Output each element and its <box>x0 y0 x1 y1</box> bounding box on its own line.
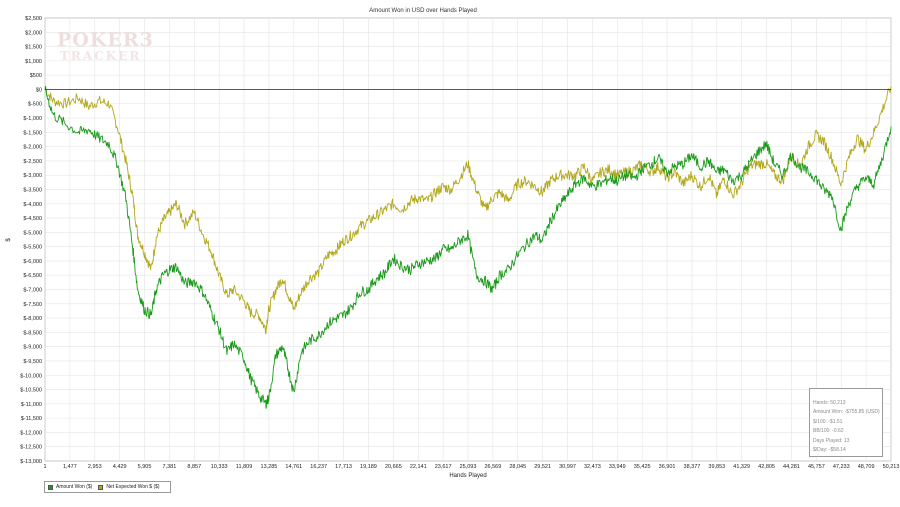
y-tick-label: $2,500 <box>25 16 42 22</box>
y-tick-label: $-7,000 <box>23 288 42 294</box>
x-tick-label: 44,281 <box>783 464 800 470</box>
y-tick-label: $-3,000 <box>23 173 42 179</box>
logo-text-tracker: TRACKER <box>60 49 142 63</box>
x-axis-label: Hands Played <box>449 473 486 479</box>
x-tick-label: 25,093 <box>460 464 477 470</box>
x-tick-label: 45,757 <box>808 464 825 470</box>
logo-mark: 3 <box>139 29 154 51</box>
x-tick-label: 35,425 <box>634 464 651 470</box>
x-tick-label: 10,333 <box>211 464 228 470</box>
x-tick-label: 13,285 <box>261 464 278 470</box>
x-tick-label: 23,617 <box>435 464 452 470</box>
x-tick-label: 4,429 <box>113 464 127 470</box>
y-tick-label: $-6,500 <box>23 273 42 279</box>
y-tick-label: $-10,500 <box>20 388 42 394</box>
series-line-net-expected <box>44 86 892 335</box>
stat-amount-won: Amount Won: -$755.85 (USD) <box>813 409 880 416</box>
y-tick-label: $-5,500 <box>23 245 42 251</box>
pokertracker-logo: POKER3 TRACKER <box>57 29 157 69</box>
y-tick-label: $-2,000 <box>23 145 42 151</box>
stat-per-100: $/100: -$1.51 <box>813 418 843 425</box>
y-axis-ticks: $2,500 $2,000 $1,500 $1,000 $500 $0 $-500 $-1,0… <box>20 16 42 465</box>
y-tick-label: $1,500 <box>25 45 42 51</box>
x-tick-label: 26,569 <box>484 464 501 470</box>
y-tick-label: $-10,000 <box>20 373 42 379</box>
x-tick-label: 8,857 <box>187 464 201 470</box>
x-tick-label: 7,381 <box>163 464 177 470</box>
legend-label: Amount Won ($) <box>56 484 93 490</box>
y-tick-label: $-11,000 <box>21 402 42 408</box>
y-tick-label: $-12,500 <box>20 445 42 451</box>
legend-swatch-green <box>48 484 53 490</box>
y-tick-label: $0 <box>36 87 42 93</box>
y-tick-label: $-4,500 <box>23 216 42 222</box>
x-tick-label: 30,997 <box>559 464 576 470</box>
x-tick-label: 22,141 <box>410 464 427 470</box>
legend-item-amount-won: Amount Won ($) <box>48 484 92 490</box>
y-tick-label: $-2,500 <box>23 159 42 165</box>
legend-swatch-gold <box>98 484 104 490</box>
x-tick-label: 38,377 <box>684 464 701 470</box>
grid-vertical <box>44 18 892 461</box>
y-tick-label: $-3,500 <box>23 187 42 193</box>
legend: Amount Won ($) Net Expected Won $ ($) <box>44 481 171 493</box>
stat-per-day: $/Day: -$58.14 <box>813 447 846 454</box>
x-tick-label: 1,477 <box>63 464 77 470</box>
y-tick-label: $-1,500 <box>23 130 42 136</box>
x-tick-label: 11,809 <box>236 464 252 470</box>
y-tick-label: $-6,000 <box>23 259 42 265</box>
x-tick-label: 29,521 <box>534 464 551 470</box>
x-tick-label: 28,045 <box>509 464 526 470</box>
x-tick-label: 42,805 <box>758 464 775 470</box>
x-tick-label: 39,853 <box>708 464 725 470</box>
y-tick-label: $500 <box>30 73 42 79</box>
x-tick-label: 17,713 <box>335 464 352 470</box>
legend-label: Net Expected Won $ ($) <box>106 484 160 490</box>
y-tick-label: $-12,000 <box>20 430 42 436</box>
x-tick-label: 1 <box>43 464 46 470</box>
x-tick-label: 33,949 <box>609 464 626 470</box>
x-tick-label: 41,329 <box>733 464 750 470</box>
stat-days-played: Days Played: 13 <box>813 437 850 444</box>
x-tick-label: 50,213 <box>883 464 900 470</box>
y-tick-label: $-1,000 <box>23 116 42 122</box>
y-tick-label: $-11,500 <box>21 416 42 422</box>
series-line-amount-won <box>44 85 892 409</box>
y-tick-label: $-9,000 <box>23 345 42 351</box>
y-tick-label: $-4,000 <box>23 202 42 208</box>
y-tick-label: $2,000 <box>25 30 42 36</box>
x-tick-label: 14,761 <box>285 464 302 470</box>
y-tick-label: $-5,000 <box>23 230 42 236</box>
legend-item-net-expected: Net Expected Won $ ($) <box>98 484 160 490</box>
x-tick-label: 48,709 <box>858 464 875 470</box>
y-tick-label: $-7,500 <box>23 302 42 308</box>
x-tick-label: 47,233 <box>833 464 850 470</box>
stat-hands: Hands: 50,213 <box>813 400 846 406</box>
y-tick-label: $-8,000 <box>23 316 42 322</box>
y-tick-label: $-13,000 <box>20 459 42 465</box>
series-layer <box>44 85 892 409</box>
x-tick-label: 19,189 <box>360 464 377 470</box>
stat-bb-100: BB/100: -0.62 <box>813 428 844 435</box>
x-tick-label: 20,665 <box>385 464 402 470</box>
x-axis-ticks: 1 1,477 2,953 4,429 5,905 7,381 8,857 10,333 11,… <box>43 464 899 470</box>
y-tick-label: $-9,500 <box>23 359 42 365</box>
x-tick-label: 32,473 <box>584 464 601 470</box>
y-tick-label: $-500 <box>28 102 42 108</box>
x-tick-label: 36,901 <box>659 464 676 470</box>
x-tick-label: 5,905 <box>138 464 152 470</box>
x-tick-label: 16,237 <box>310 464 327 470</box>
chart-title: Amount Won in USD over Hands Played <box>369 8 477 14</box>
logo-text-poker: POKER <box>57 29 140 51</box>
x-tick-label: 2,953 <box>88 464 102 470</box>
stats-box: Hands: 50,213 Amount Won: -$755.85 (USD)… <box>809 388 883 457</box>
y-tick-label: $-8,500 <box>23 330 42 336</box>
y-tick-label: $1,000 <box>25 59 42 65</box>
y-axis-label: $ <box>6 238 12 242</box>
